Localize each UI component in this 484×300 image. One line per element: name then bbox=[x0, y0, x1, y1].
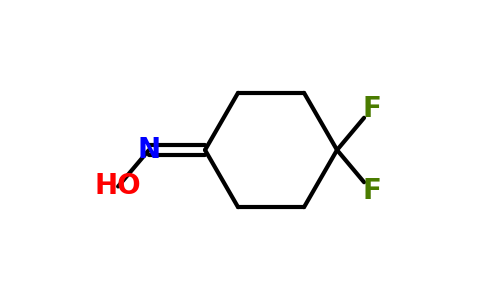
Text: HO: HO bbox=[95, 172, 141, 200]
Text: F: F bbox=[363, 177, 381, 206]
Text: N: N bbox=[137, 136, 161, 164]
Text: F: F bbox=[363, 94, 381, 123]
